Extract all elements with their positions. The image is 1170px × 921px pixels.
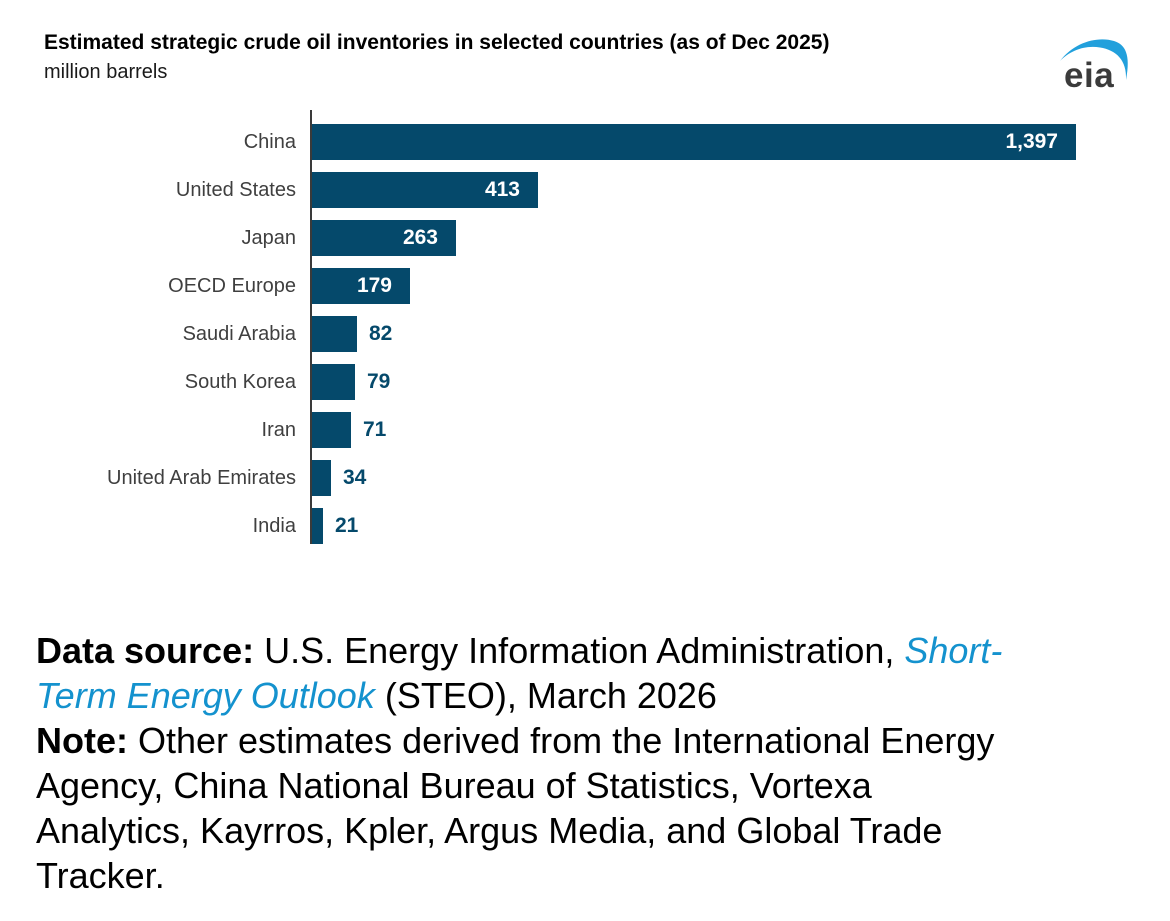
bar-row: China 1,397 [0, 118, 1170, 166]
bar [312, 508, 323, 544]
bar-row: Iran 71 [0, 406, 1170, 454]
bar-category-label: Japan [241, 226, 297, 249]
data-source-suffix: (STEO), March 2026 [374, 675, 717, 716]
bar-value-label: 21 [335, 514, 359, 537]
bar-chart: China 1,397 United States 413 Japan 263 OECD E… [0, 110, 1170, 544]
bar-value-label: 71 [363, 418, 387, 441]
footer: Data source: U.S. Energy Information Adm… [36, 628, 1028, 898]
chart-title: Estimated strategic crude oil inventorie… [44, 31, 830, 54]
note-text: Other estimates derived from the Interna… [36, 720, 995, 896]
bar-value-label: 413 [484, 178, 520, 201]
bar-track: 263 [312, 220, 456, 256]
bar-track: 34 [312, 460, 366, 496]
steo-link[interactable]: Short-Term Energy Outlook [36, 630, 1003, 716]
bar-track: 82 [312, 316, 392, 352]
bar-track: 413 [312, 172, 538, 208]
data-source-text: U.S. Energy Information Administration, [254, 630, 905, 671]
bar [312, 316, 357, 352]
eia-logo: eia [1060, 39, 1128, 95]
bar-value-label: 34 [343, 466, 367, 489]
bar-category-label: United States [175, 178, 296, 201]
bar: 413 [312, 172, 538, 208]
bar-row: United Arab Emirates 34 [0, 454, 1170, 502]
bar [312, 364, 355, 400]
bar-category-label: United Arab Emirates [107, 466, 296, 489]
bar-value-label: 1,397 [1005, 130, 1058, 153]
chart-unit-label: million barrels [44, 61, 168, 83]
bar-chart-rows: China 1,397 United States 413 Japan 263 OECD E… [0, 118, 1170, 550]
bar-category-label: Iran [261, 418, 296, 441]
bar-value-label: 82 [369, 322, 393, 345]
bar-track: 71 [312, 412, 386, 448]
bar-track: 79 [312, 364, 390, 400]
bar-row: United States 413 [0, 166, 1170, 214]
note-line: Note: Other estimates derived from the I… [36, 718, 1028, 898]
bar-row: India 21 [0, 502, 1170, 550]
bar-track: 179 [312, 268, 410, 304]
logo-text: eia [1064, 56, 1114, 95]
bar-value-label: 179 [356, 274, 392, 297]
y-axis-line [310, 110, 312, 544]
chart-header: Estimated strategic crude oil inventorie… [44, 30, 1044, 84]
note-label: Note: [36, 720, 128, 761]
bar-track: 21 [312, 508, 358, 544]
bar: 1,397 [312, 124, 1076, 160]
bar-track: 1,397 [312, 124, 1076, 160]
data-source-line: Data source: U.S. Energy Information Adm… [36, 628, 1028, 718]
bar-value-label: 79 [367, 370, 391, 393]
bar: 179 [312, 268, 410, 304]
bar-row: Saudi Arabia 82 [0, 310, 1170, 358]
bar-row: South Korea 79 [0, 358, 1170, 406]
bar: 263 [312, 220, 456, 256]
bar-category-label: India [252, 514, 296, 537]
bar-value-label: 263 [402, 226, 438, 249]
bar-row: OECD Europe 179 [0, 262, 1170, 310]
bar-category-label: OECD Europe [168, 274, 296, 297]
logo-swoosh-icon [1060, 39, 1128, 80]
bar-category-label: Saudi Arabia [182, 322, 296, 345]
bar-category-label: South Korea [184, 370, 296, 393]
bar-category-label: China [243, 130, 296, 153]
bar [312, 460, 331, 496]
bar [312, 412, 351, 448]
data-source-label: Data source: [36, 630, 255, 671]
bar-row: Japan 263 [0, 214, 1170, 262]
